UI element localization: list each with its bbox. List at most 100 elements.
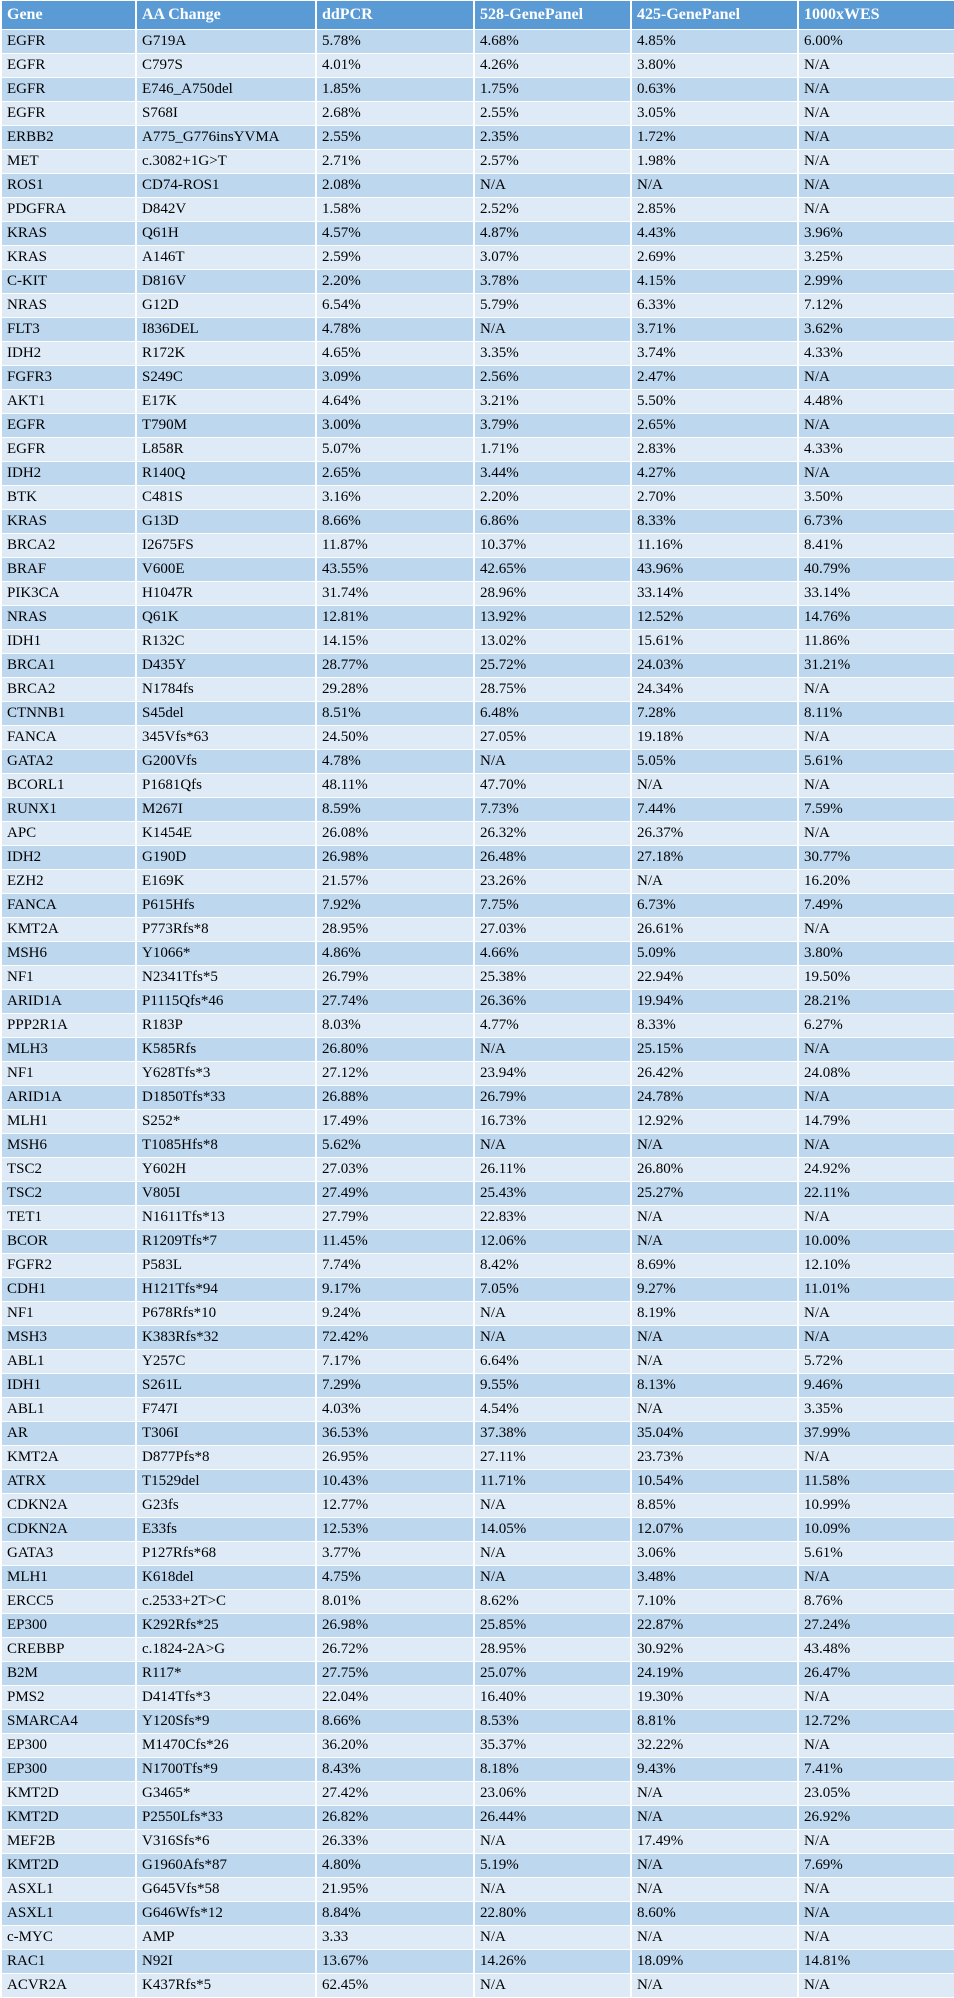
aa-change-cell: Y628Tfs*3 bbox=[135, 1061, 317, 1086]
1000xwes-cell: 11.58% bbox=[797, 1469, 954, 1494]
425-genepanel-cell: 24.03% bbox=[630, 653, 799, 678]
1000xwes-cell: N/A bbox=[797, 461, 954, 486]
table-row: FGFR2 P583L 7.74% 8.42% 8.69% 12.10% bbox=[0, 1253, 954, 1278]
gene-cell: NF1 bbox=[0, 965, 137, 990]
table-row: EGFR S768I 2.68% 2.55% 3.05% N/A bbox=[0, 101, 954, 126]
1000xwes-cell: N/A bbox=[797, 1925, 954, 1950]
table-row: IDH2 G190D 26.98% 26.48% 27.18% 30.77% bbox=[0, 845, 954, 870]
aa-change-cell: A775_G776insYVMA bbox=[135, 125, 317, 150]
gene-cell: EP300 bbox=[0, 1733, 137, 1758]
gene-cell: ERBB2 bbox=[0, 125, 137, 150]
aa-change-cell: G23fs bbox=[135, 1493, 317, 1518]
528-genepanel-cell: 8.62% bbox=[473, 1589, 632, 1614]
425-genepanel-cell: 19.94% bbox=[630, 989, 799, 1014]
425-genepanel-cell: 8.13% bbox=[630, 1373, 799, 1398]
528-genepanel-cell: 7.73% bbox=[473, 797, 632, 822]
gene-cell: GATA2 bbox=[0, 749, 137, 774]
table-row: ARID1A D1850Tfs*33 26.88% 26.79% 24.78% N/A bbox=[0, 1085, 954, 1110]
aa-change-cell: N1700Tfs*9 bbox=[135, 1757, 317, 1782]
ddpcr-cell: 5.62% bbox=[315, 1133, 475, 1158]
column-header-528-genepanel: 528-GenePanel bbox=[473, 0, 632, 30]
425-genepanel-cell: N/A bbox=[630, 1853, 799, 1878]
1000xwes-cell: N/A bbox=[797, 1085, 954, 1110]
ddpcr-cell: 7.92% bbox=[315, 893, 475, 918]
528-genepanel-cell: 26.36% bbox=[473, 989, 632, 1014]
gene-cell: CREBBP bbox=[0, 1637, 137, 1662]
1000xwes-cell: N/A bbox=[797, 1205, 954, 1230]
425-genepanel-cell: 2.69% bbox=[630, 245, 799, 270]
1000xwes-cell: 9.46% bbox=[797, 1373, 954, 1398]
ddpcr-cell: 21.57% bbox=[315, 869, 475, 894]
ddpcr-cell: 4.57% bbox=[315, 221, 475, 246]
ddpcr-cell: 4.65% bbox=[315, 341, 475, 366]
aa-change-cell: R132C bbox=[135, 629, 317, 654]
425-genepanel-cell: 26.80% bbox=[630, 1157, 799, 1182]
1000xwes-cell: 40.79% bbox=[797, 557, 954, 582]
ddpcr-cell: 5.78% bbox=[315, 29, 475, 54]
ddpcr-cell: 2.08% bbox=[315, 173, 475, 198]
aa-change-cell: CD74-ROS1 bbox=[135, 173, 317, 198]
425-genepanel-cell: N/A bbox=[630, 1133, 799, 1158]
ddpcr-cell: 31.74% bbox=[315, 581, 475, 606]
aa-change-cell: E169K bbox=[135, 869, 317, 894]
gene-cell: c-MYC bbox=[0, 1925, 137, 1950]
1000xwes-cell: 6.73% bbox=[797, 509, 954, 534]
528-genepanel-cell: 2.20% bbox=[473, 485, 632, 510]
table-row: CDH1 H121Tfs*94 9.17% 7.05% 9.27% 11.01% bbox=[0, 1277, 954, 1302]
425-genepanel-cell: N/A bbox=[630, 1397, 799, 1422]
425-genepanel-cell: 24.19% bbox=[630, 1661, 799, 1686]
gene-cell: NRAS bbox=[0, 293, 137, 318]
1000xwes-cell: 7.69% bbox=[797, 1853, 954, 1878]
ddpcr-cell: 12.77% bbox=[315, 1493, 475, 1518]
ddpcr-cell: 4.64% bbox=[315, 389, 475, 414]
528-genepanel-cell: 25.07% bbox=[473, 1661, 632, 1686]
ddpcr-cell: 7.17% bbox=[315, 1349, 475, 1374]
gene-cell: KMT2A bbox=[0, 1445, 137, 1470]
ddpcr-cell: 2.65% bbox=[315, 461, 475, 486]
425-genepanel-cell: 5.50% bbox=[630, 389, 799, 414]
ddpcr-cell: 8.01% bbox=[315, 1589, 475, 1614]
528-genepanel-cell: 4.66% bbox=[473, 941, 632, 966]
425-genepanel-cell: 2.85% bbox=[630, 197, 799, 222]
gene-cell: ATRX bbox=[0, 1469, 137, 1494]
425-genepanel-cell: 3.71% bbox=[630, 317, 799, 342]
aa-change-cell: N92I bbox=[135, 1949, 317, 1974]
1000xwes-cell: 26.92% bbox=[797, 1805, 954, 1830]
aa-change-cell: Y120Sfs*9 bbox=[135, 1709, 317, 1734]
425-genepanel-cell: 22.94% bbox=[630, 965, 799, 990]
gene-cell: ABL1 bbox=[0, 1397, 137, 1422]
gene-cell: BCOR bbox=[0, 1229, 137, 1254]
425-genepanel-cell: 17.49% bbox=[630, 1829, 799, 1854]
ddpcr-cell: 26.33% bbox=[315, 1829, 475, 1854]
1000xwes-cell: 4.48% bbox=[797, 389, 954, 414]
table-row: MSH6 T1085Hfs*8 5.62% N/A N/A N/A bbox=[0, 1133, 954, 1158]
528-genepanel-cell: 25.43% bbox=[473, 1181, 632, 1206]
425-genepanel-cell: 3.80% bbox=[630, 53, 799, 78]
ddpcr-cell: 6.54% bbox=[315, 293, 475, 318]
gene-cell: AR bbox=[0, 1421, 137, 1446]
gene-cell: KMT2A bbox=[0, 917, 137, 942]
528-genepanel-cell: 8.53% bbox=[473, 1709, 632, 1734]
ddpcr-cell: 29.28% bbox=[315, 677, 475, 702]
gene-cell: EP300 bbox=[0, 1757, 137, 1782]
ddpcr-cell: 27.75% bbox=[315, 1661, 475, 1686]
aa-change-cell: V600E bbox=[135, 557, 317, 582]
column-header-1000xwes: 1000xWES bbox=[797, 0, 954, 30]
528-genepanel-cell: 23.94% bbox=[473, 1061, 632, 1086]
aa-change-cell: D435Y bbox=[135, 653, 317, 678]
ddpcr-cell: 2.59% bbox=[315, 245, 475, 270]
1000xwes-cell: 7.41% bbox=[797, 1757, 954, 1782]
1000xwes-cell: 10.09% bbox=[797, 1517, 954, 1542]
1000xwes-cell: 11.01% bbox=[797, 1277, 954, 1302]
aa-change-cell: A146T bbox=[135, 245, 317, 270]
528-genepanel-cell: 3.07% bbox=[473, 245, 632, 270]
425-genepanel-cell: N/A bbox=[630, 1349, 799, 1374]
aa-change-cell: S261L bbox=[135, 1373, 317, 1398]
gene-cell: MLH1 bbox=[0, 1565, 137, 1590]
table-row: RAC1 N92I 13.67% 14.26% 18.09% 14.81% bbox=[0, 1949, 954, 1974]
table-row: TSC2 V805I 27.49% 25.43% 25.27% 22.11% bbox=[0, 1181, 954, 1206]
425-genepanel-cell: N/A bbox=[630, 1325, 799, 1350]
ddpcr-cell: 43.55% bbox=[315, 557, 475, 582]
1000xwes-cell: N/A bbox=[797, 1325, 954, 1350]
1000xwes-cell: N/A bbox=[797, 773, 954, 798]
